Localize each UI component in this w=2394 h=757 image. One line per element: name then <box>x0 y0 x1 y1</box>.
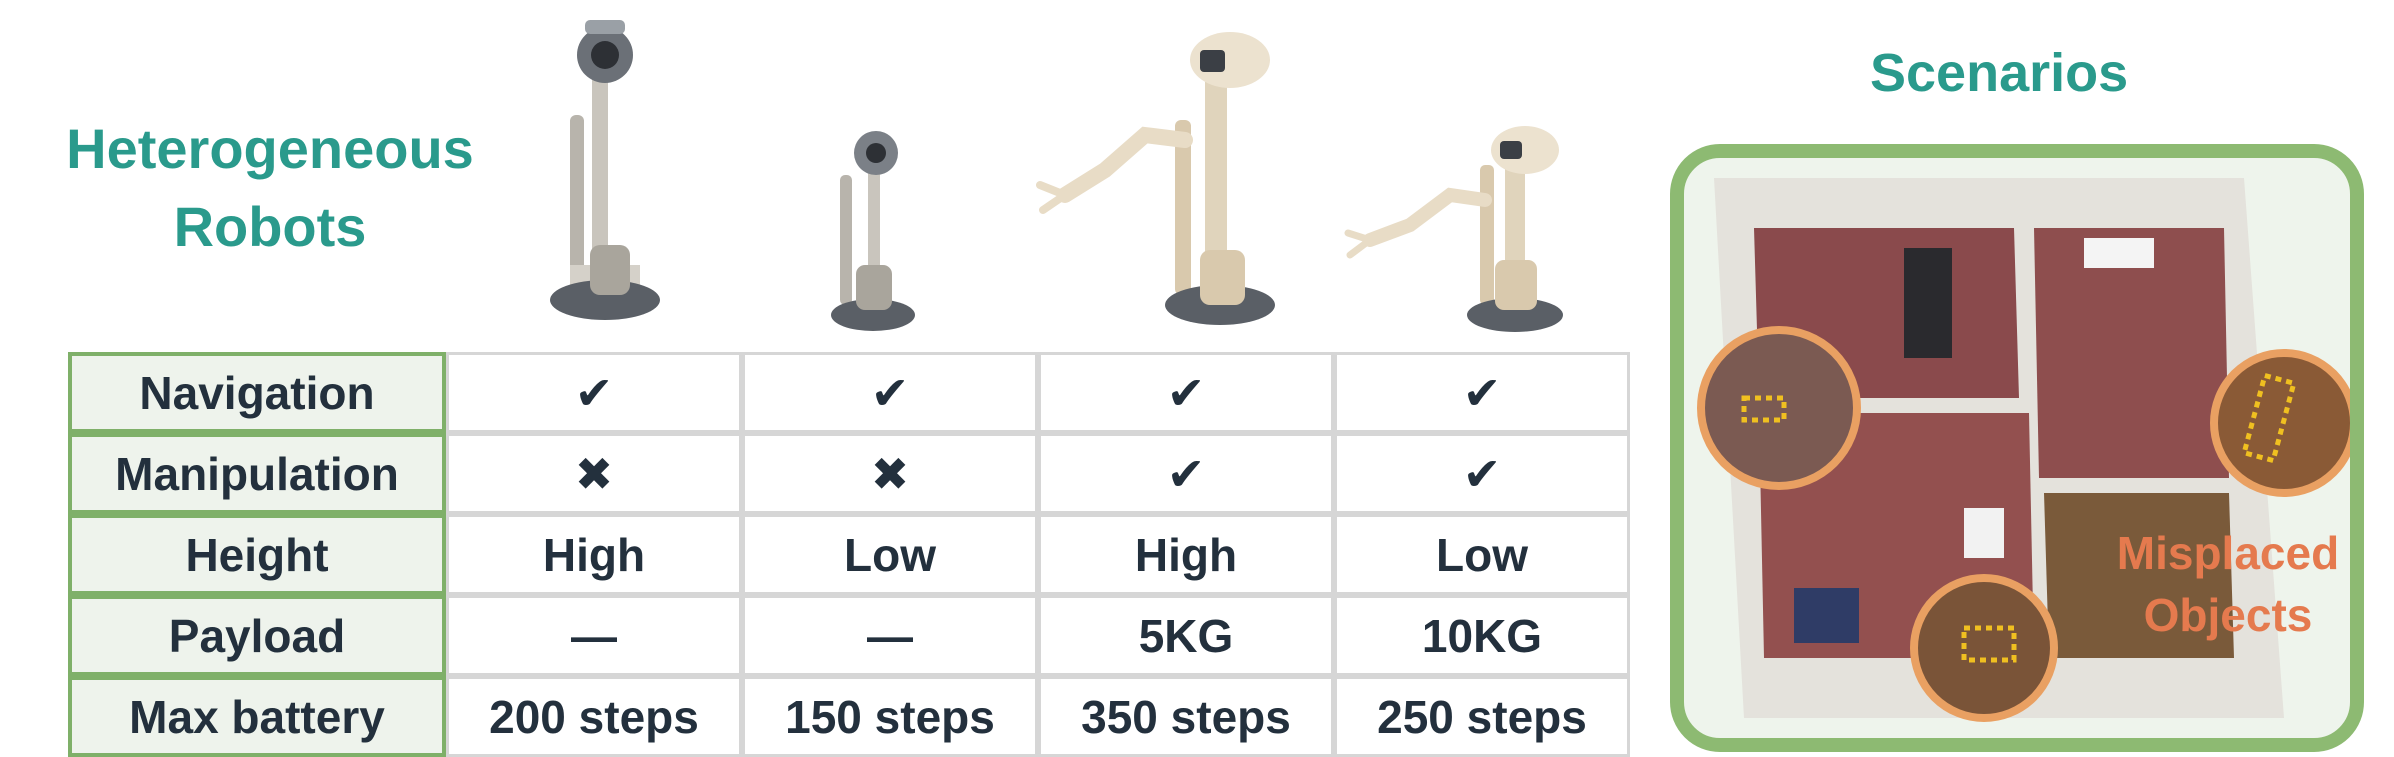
cell-value: ✔ <box>1334 433 1630 514</box>
misplaced-objects-label: Misplaced Objects <box>2098 522 2358 646</box>
table-row: Height High Low High Low <box>68 514 1630 595</box>
table-row: Manipulation ✖ ✖ ✔ ✔ <box>68 433 1630 514</box>
cell-value: Low <box>1334 514 1630 595</box>
scenarios-title: Scenarios <box>1870 43 2129 103</box>
floor-plan-image <box>1697 178 2350 722</box>
cell-value: ✖ <box>742 433 1038 514</box>
table-row: Navigation ✔ ✔ ✔ ✔ <box>68 352 1630 433</box>
robot-2-short-no-arm <box>831 131 915 331</box>
table-row: Payload — — 5KG 10KG <box>68 595 1630 676</box>
misplaced-line2: Objects <box>2143 589 2313 641</box>
robot-3-tall-arm <box>1036 32 1275 325</box>
cell-value: ✖ <box>446 433 742 514</box>
robots-title-line1: Heterogeneous <box>66 117 474 180</box>
cell-value: Low <box>742 514 1038 595</box>
misplaced-line1: Misplaced <box>2116 527 2340 579</box>
cell-value: — <box>742 595 1038 676</box>
cell-value: ✔ <box>742 352 1038 433</box>
robot-feature-table: Navigation ✔ ✔ ✔ ✔ Manipulation ✖ ✖ ✔ ✔ … <box>68 352 1630 757</box>
cell-value: ✔ <box>1334 352 1630 433</box>
cell-value: ✔ <box>446 352 742 433</box>
cell-value: 200 steps <box>446 676 742 757</box>
row-label: Manipulation <box>68 433 446 514</box>
row-label: Max battery <box>68 676 446 757</box>
scenario-frame <box>1670 144 2364 752</box>
robots-title-line2: Robots <box>173 195 367 258</box>
table-row: Max battery 200 steps 150 steps 350 step… <box>68 676 1630 757</box>
cell-value: 250 steps <box>1334 676 1630 757</box>
row-label: Navigation <box>68 352 446 433</box>
cell-value: 10KG <box>1334 595 1630 676</box>
cell-value: — <box>446 595 742 676</box>
row-label: Height <box>68 514 446 595</box>
cell-value: 5KG <box>1038 595 1334 676</box>
cell-value: ✔ <box>1038 352 1334 433</box>
row-label: Payload <box>68 595 446 676</box>
cell-value: High <box>446 514 742 595</box>
cell-value: High <box>1038 514 1334 595</box>
robot-4-short-arm <box>1344 126 1563 332</box>
cell-value: ✔ <box>1038 433 1334 514</box>
robots-title: Heterogeneous Robots <box>50 110 490 266</box>
cell-value: 350 steps <box>1038 676 1334 757</box>
cell-value: 150 steps <box>742 676 1038 757</box>
robot-1-tall-no-arm <box>550 20 660 320</box>
